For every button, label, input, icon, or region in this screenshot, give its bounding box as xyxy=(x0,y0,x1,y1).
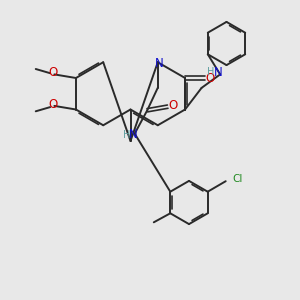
Text: O: O xyxy=(169,99,178,112)
Text: H: H xyxy=(207,67,214,77)
Text: O: O xyxy=(49,98,58,111)
Text: O: O xyxy=(205,71,214,85)
Text: H: H xyxy=(123,130,130,140)
Text: N: N xyxy=(128,128,137,141)
Text: O: O xyxy=(49,66,58,79)
Text: N: N xyxy=(214,66,222,80)
Text: Cl: Cl xyxy=(232,174,243,184)
Text: N: N xyxy=(154,57,164,70)
